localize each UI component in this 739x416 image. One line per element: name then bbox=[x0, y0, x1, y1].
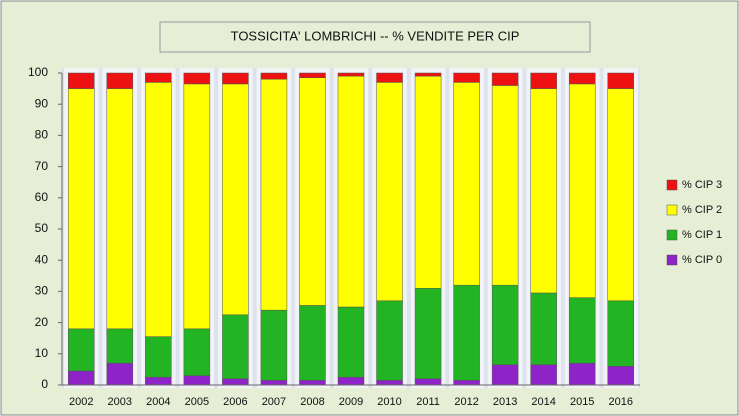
x-tick-label: 2008 bbox=[300, 396, 324, 408]
bar-segment bbox=[568, 83, 596, 298]
y-tick-label: 40 bbox=[35, 252, 49, 266]
legend-label: % CIP 2 bbox=[682, 204, 722, 216]
bar-segment bbox=[491, 284, 519, 365]
legend-swatch bbox=[666, 179, 678, 191]
x-tick-label: 2015 bbox=[570, 396, 594, 408]
bar-segment bbox=[453, 284, 480, 381]
bar-segment bbox=[68, 72, 95, 89]
bar-segment bbox=[260, 380, 288, 386]
x-tick-label: 2010 bbox=[377, 396, 401, 408]
bar-segment bbox=[568, 72, 596, 85]
bar-segment bbox=[183, 83, 211, 330]
bar-segment bbox=[376, 380, 403, 386]
bar-segment bbox=[260, 72, 288, 80]
x-tick-label: 2014 bbox=[531, 396, 555, 408]
bar-segment bbox=[568, 297, 596, 364]
legend-label: % CIP 0 bbox=[682, 254, 722, 266]
bar-segment bbox=[337, 376, 365, 386]
bar-segment bbox=[106, 72, 134, 89]
bar-segment bbox=[299, 380, 326, 386]
y-tick-label: 80 bbox=[35, 128, 49, 142]
x-tick-label: 2003 bbox=[108, 396, 132, 408]
x-tick-label: 2009 bbox=[339, 396, 363, 408]
x-tick-label: 2012 bbox=[454, 396, 478, 408]
bar-segment bbox=[337, 75, 365, 308]
bar-segment bbox=[222, 314, 249, 380]
bar-segment bbox=[145, 72, 172, 83]
legend-label: % CIP 3 bbox=[682, 179, 722, 191]
bar-segment bbox=[260, 78, 288, 311]
x-tick-label: 2002 bbox=[69, 396, 93, 408]
bar-segment bbox=[106, 362, 134, 386]
bar-segment bbox=[414, 378, 442, 386]
bar-segment bbox=[183, 328, 211, 376]
bar-segment bbox=[145, 376, 172, 386]
x-tick-label: 2011 bbox=[416, 396, 440, 408]
bar-segment bbox=[530, 88, 557, 294]
bar-segment bbox=[337, 72, 365, 77]
bar-segment bbox=[607, 72, 634, 89]
bar-segment bbox=[491, 85, 519, 286]
bar-segment bbox=[530, 72, 557, 89]
bar-segment bbox=[222, 378, 249, 386]
legend-swatch bbox=[666, 204, 678, 216]
bar-segment bbox=[222, 83, 249, 316]
bar-segment bbox=[568, 362, 596, 386]
x-tick-label: 2016 bbox=[608, 396, 632, 408]
y-tick-label: 90 bbox=[35, 96, 49, 110]
bar-segment bbox=[299, 72, 326, 78]
bar-segment bbox=[337, 306, 365, 378]
x-tick-label: 2013 bbox=[493, 396, 517, 408]
bar-segment bbox=[376, 82, 403, 302]
bar-segment bbox=[453, 380, 480, 386]
x-tick-label: 2004 bbox=[146, 396, 170, 408]
bar-segment bbox=[491, 72, 519, 86]
bar-segment bbox=[106, 88, 134, 330]
legend-swatch bbox=[666, 229, 678, 241]
bar-segment bbox=[260, 309, 288, 381]
bar-segment bbox=[414, 72, 442, 77]
bar-segment bbox=[607, 366, 634, 386]
y-tick-label: 30 bbox=[35, 284, 49, 298]
bar-segment bbox=[299, 305, 326, 381]
bar-segment bbox=[183, 72, 211, 85]
y-tick-label: 70 bbox=[35, 159, 49, 173]
x-tick-label: 2005 bbox=[185, 396, 209, 408]
title-box bbox=[159, 21, 591, 53]
bar-segment bbox=[376, 72, 403, 83]
legend-label: % CIP 1 bbox=[682, 229, 722, 241]
chart-title: TOSSICITA' LOMBRICHI -- % VENDITE PER CI… bbox=[231, 28, 520, 43]
bar-segment bbox=[414, 288, 442, 380]
bar-segment bbox=[414, 75, 442, 289]
y-tick-label: 10 bbox=[35, 346, 49, 360]
y-tick-label: 100 bbox=[28, 65, 48, 79]
x-tick-label: 2006 bbox=[223, 396, 247, 408]
bar-segment bbox=[607, 300, 634, 367]
bar-segment bbox=[491, 364, 519, 386]
bar-segment bbox=[607, 88, 634, 302]
bar-segment bbox=[145, 82, 172, 337]
y-tick-label: 50 bbox=[35, 221, 49, 235]
bar-segment bbox=[68, 370, 95, 386]
bar-segment bbox=[68, 328, 95, 372]
bar-segment bbox=[145, 336, 172, 378]
legend-swatch bbox=[666, 254, 678, 266]
bar-segment bbox=[299, 77, 326, 306]
x-tick-label: 2007 bbox=[262, 396, 286, 408]
y-tick-label: 60 bbox=[35, 190, 49, 204]
bar-segment bbox=[453, 82, 480, 286]
bar-segment bbox=[222, 72, 249, 85]
y-tick-label: 0 bbox=[41, 377, 48, 391]
bar-segment bbox=[106, 328, 134, 364]
bar-segment bbox=[376, 300, 403, 381]
y-tick-label: 20 bbox=[35, 315, 49, 329]
bar-segment bbox=[183, 375, 211, 386]
bar-segment bbox=[530, 364, 557, 386]
bar-segment bbox=[453, 72, 480, 83]
bar-segment bbox=[68, 88, 95, 330]
bar-segment bbox=[530, 292, 557, 365]
